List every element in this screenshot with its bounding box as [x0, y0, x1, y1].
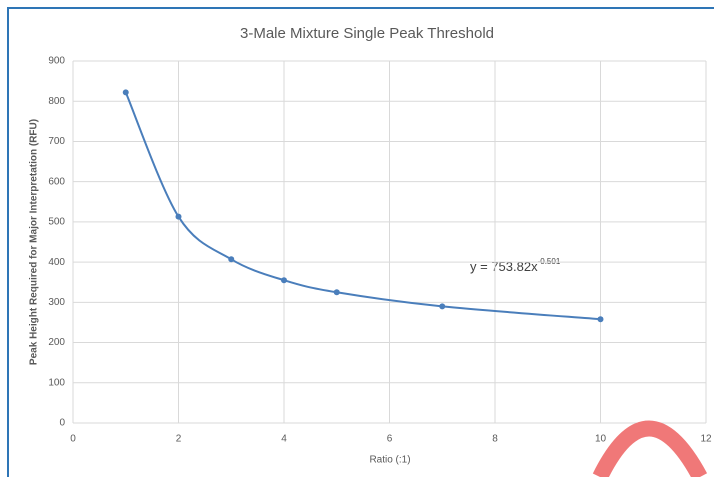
x-tick-label: 6	[387, 434, 393, 445]
y-tick-label: 800	[48, 96, 65, 107]
data-point	[175, 213, 182, 220]
annotation: y = 753.82x-0.501	[470, 257, 561, 274]
y-tick-label: 600	[48, 176, 65, 187]
y-tick-label: 400	[48, 257, 65, 268]
x-tick-label: 0	[70, 434, 76, 445]
data-point	[228, 256, 235, 263]
y-tick-label: 200	[48, 337, 65, 348]
overlay-arc	[592, 420, 708, 477]
y-tick-label: 300	[48, 297, 65, 308]
data-point	[333, 289, 340, 296]
chart-border	[7, 7, 714, 477]
y-tick-label: 700	[48, 136, 65, 147]
x-tick-label: 10	[595, 434, 607, 445]
series-line	[124, 91, 601, 321]
data-point	[281, 277, 287, 284]
x-axis-label: Ratio (:1)	[369, 455, 410, 466]
data-point	[122, 89, 129, 96]
y-axis-label: Peak Height Required for Major Interpret…	[29, 119, 40, 365]
y-tick-label: 0	[59, 418, 65, 429]
x-tick-label: 12	[700, 434, 712, 445]
annotation-superscript: -0.501	[538, 257, 561, 266]
annotation-text: y = 753.82x	[470, 259, 538, 274]
y-tick-label: 900	[48, 56, 65, 67]
x-tick-label: 8	[492, 434, 498, 445]
chart-title: 3-Male Mixture Single Peak Threshold	[240, 25, 494, 42]
y-tick-label: 500	[48, 217, 65, 228]
data-point	[597, 316, 604, 323]
x-tick-label: 4	[281, 434, 287, 445]
data-point	[439, 303, 446, 310]
x-tick-label: 2	[176, 434, 182, 445]
y-tick-label: 100	[48, 377, 65, 388]
